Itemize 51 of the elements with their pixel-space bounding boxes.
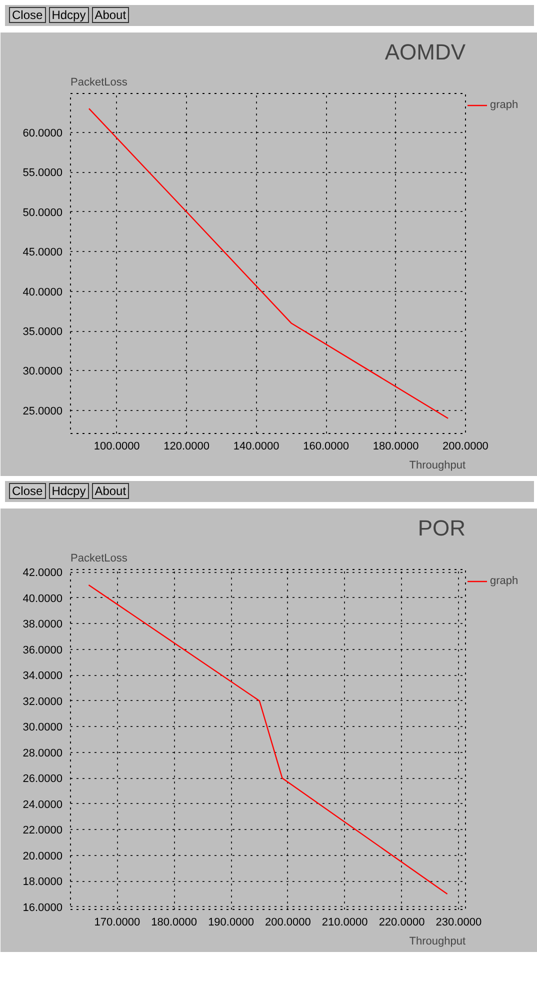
y-tick-label: 42.0000 [22, 567, 63, 580]
y-tick-label: 26.0000 [22, 773, 63, 786]
line-series [88, 108, 449, 420]
y-tick-label: 30.0000 [22, 366, 63, 378]
y-axis-title: PacketLoss [70, 76, 128, 88]
legend-label: graph [490, 99, 518, 111]
y-tick-label: 30.0000 [22, 722, 63, 734]
y-tick-label: 18.0000 [22, 876, 63, 888]
y-tick-label: 24.0000 [22, 798, 63, 811]
y-tick-label: 36.0000 [22, 644, 63, 656]
text: Close [9, 7, 46, 23]
x-axis-title: Throughput [409, 460, 466, 472]
x-tick-label: 200.0000 [264, 916, 311, 928]
y-tick-label: 40.0000 [22, 592, 63, 605]
x-axis-title: Throughput [409, 936, 466, 948]
x-tick-label: 160.0000 [303, 440, 349, 452]
y-tick-label: 32.0000 [22, 696, 63, 708]
text: Hdcpy [48, 483, 89, 499]
y-tick-label: 55.0000 [22, 167, 63, 180]
text: Close [9, 483, 46, 499]
x-tick-label: 230.0000 [436, 916, 482, 928]
chart-title: AOMDV [384, 40, 466, 64]
x-tick-label: 190.0000 [208, 916, 254, 928]
text: Hdcpy [48, 7, 89, 23]
y-tick-label: 28.0000 [22, 747, 63, 760]
y-tick-label: 60.0000 [22, 127, 63, 140]
y-tick-label: 40.0000 [22, 286, 63, 298]
x-tick-label: 100.0000 [94, 440, 140, 452]
x-tick-label: 180.0000 [372, 440, 419, 452]
y-tick-label: 34.0000 [22, 670, 63, 682]
line-series [88, 584, 448, 895]
x-tick-label: 210.0000 [322, 916, 368, 928]
chart-title: POR [418, 516, 466, 540]
y-tick-label: 38.0000 [22, 618, 63, 631]
x-tick-label: 120.0000 [164, 440, 210, 452]
text: About [92, 483, 130, 499]
y-tick-label: 16.0000 [22, 902, 63, 914]
y-tick-label: 20.0000 [22, 850, 63, 862]
y-tick-label: 35.0000 [22, 326, 63, 338]
y-tick-label: 45.0000 [22, 246, 63, 259]
x-tick-label: 140.0000 [233, 440, 280, 452]
legend-label: graph [490, 575, 518, 587]
y-tick-label: 50.0000 [22, 206, 63, 219]
x-tick-label: 170.0000 [94, 916, 140, 928]
text: About [92, 7, 130, 23]
x-tick-label: 220.0000 [378, 916, 425, 928]
y-tick-label: 22.0000 [22, 824, 63, 837]
y-axis-title: PacketLoss [70, 552, 128, 564]
x-tick-label: 200.0000 [442, 440, 488, 452]
y-tick-label: 25.0000 [22, 405, 63, 418]
x-tick-label: 180.0000 [151, 916, 198, 928]
